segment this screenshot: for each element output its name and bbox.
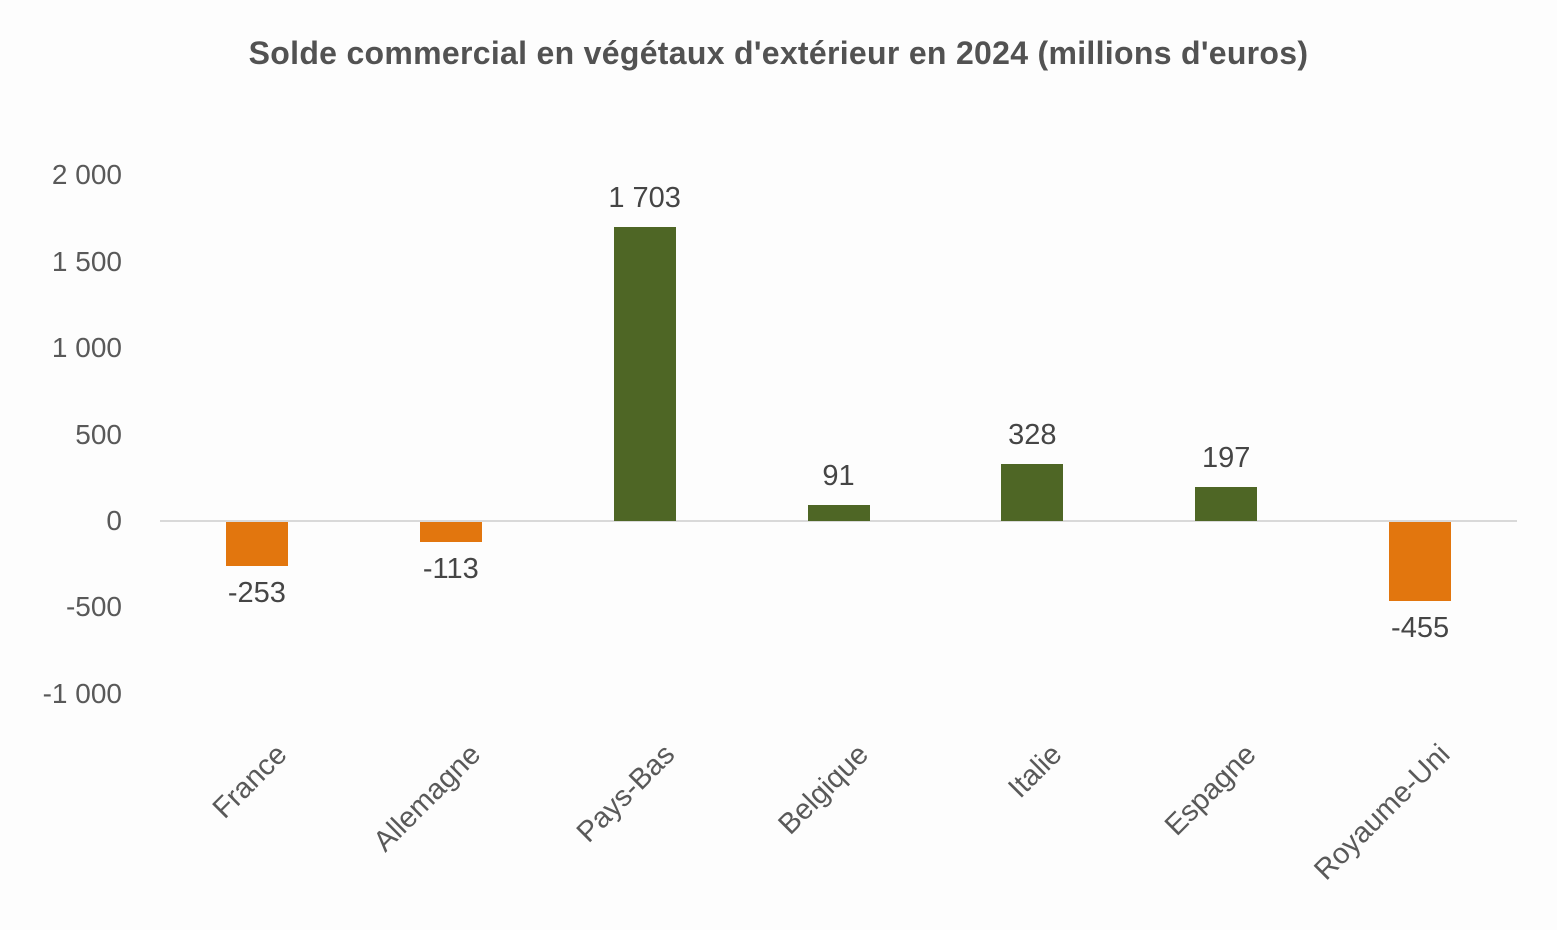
x-axis-category-label: France xyxy=(206,738,293,825)
x-axis-category-label: Allemagne xyxy=(367,738,487,858)
data-label: 328 xyxy=(1008,419,1057,452)
data-label: -113 xyxy=(422,552,479,585)
y-axis-tick-label: -1 000 xyxy=(42,677,122,709)
bar-italie xyxy=(1001,464,1064,521)
data-label: 91 xyxy=(822,460,855,493)
data-label: -253 xyxy=(227,576,286,609)
y-axis-tick-label: 0 xyxy=(106,505,122,536)
bar-royaume-uni xyxy=(1389,522,1452,601)
x-axis-category-label: Pays-Bas xyxy=(570,738,681,849)
bar-espagne xyxy=(1195,486,1258,521)
y-axis-tick-label: 1 500 xyxy=(51,245,122,277)
chart-title: Solde commercial en végétaux d'extérieur… xyxy=(248,35,1309,71)
zero-axis-line xyxy=(160,520,1517,522)
y-axis-tick-label: 500 xyxy=(75,418,122,450)
bar-pays-bas xyxy=(613,226,676,521)
data-label: 1 703 xyxy=(608,181,681,214)
x-axis-category-label: Italie xyxy=(1002,738,1069,805)
bar-france xyxy=(225,522,288,566)
x-axis-category-label: Espagne xyxy=(1158,738,1263,843)
y-axis-tick-label: -500 xyxy=(65,591,122,623)
y-axis-tick-label: 1 000 xyxy=(51,332,122,364)
x-axis-category-label: Royaume-Uni xyxy=(1308,738,1457,887)
data-label: 197 xyxy=(1202,441,1251,474)
data-label: -455 xyxy=(1391,611,1450,644)
y-axis-tick-label: 2 000 xyxy=(51,159,122,191)
bar-allemagne xyxy=(419,522,482,542)
bar-belgique xyxy=(807,505,870,521)
x-axis-category-label: Belgique xyxy=(772,738,875,841)
